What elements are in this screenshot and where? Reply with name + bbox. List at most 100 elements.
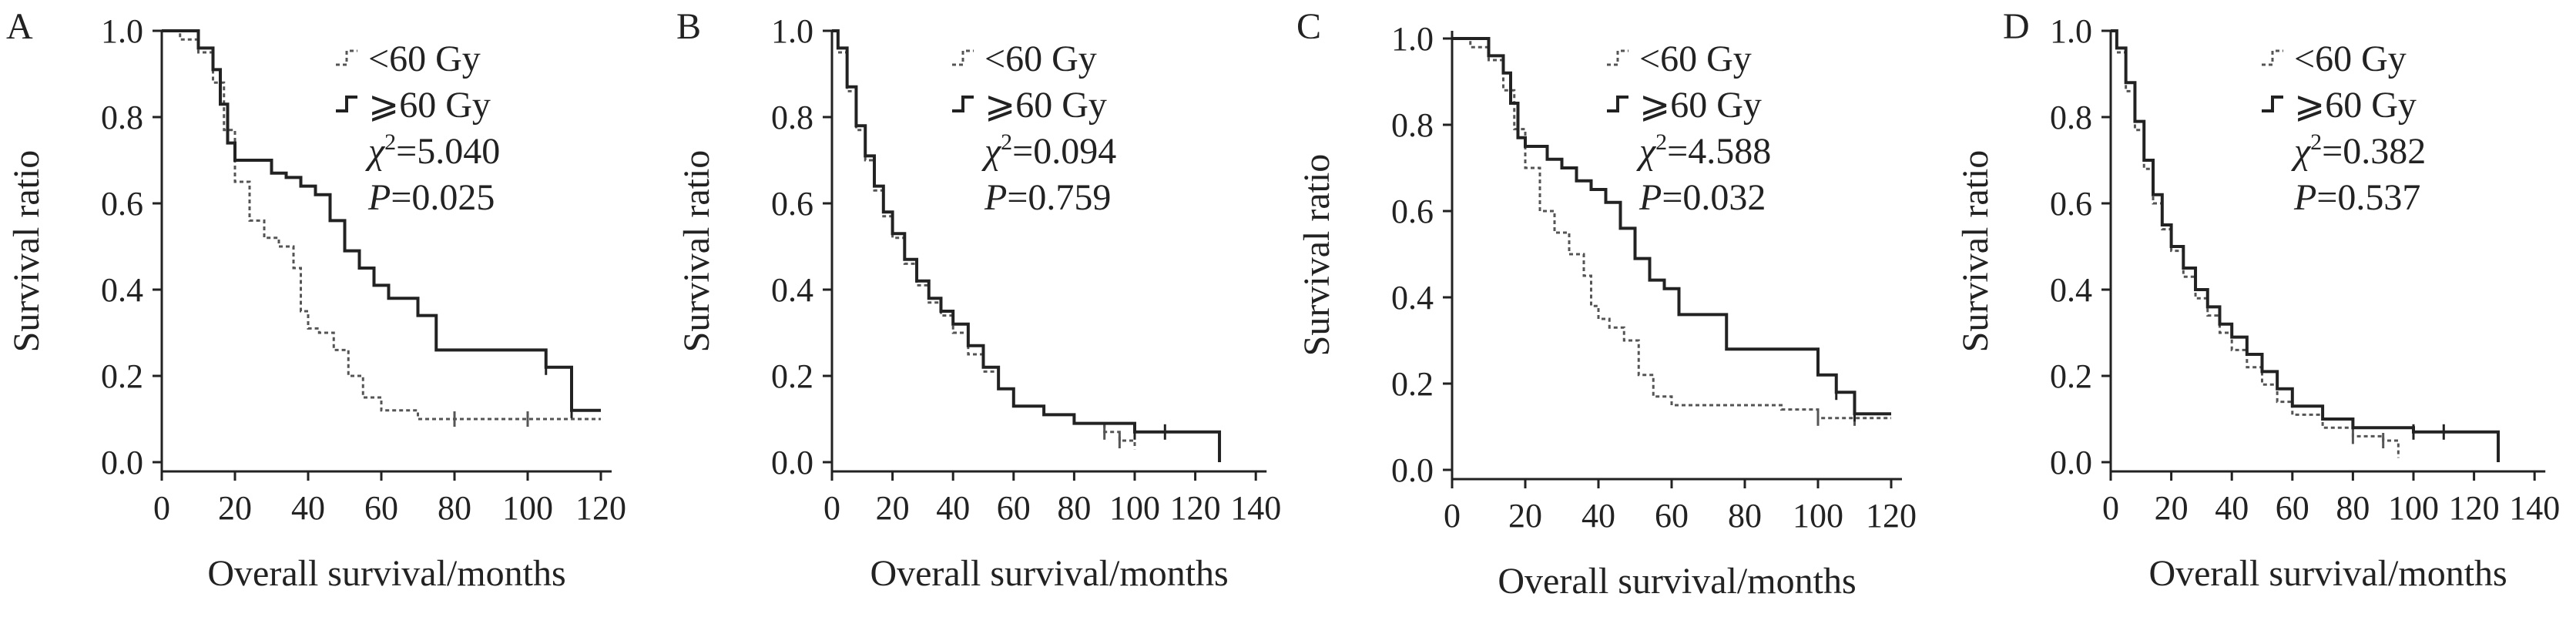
x-tick-label: 80: [1057, 489, 1091, 527]
x-axis-title: Overall survival/months: [1498, 561, 1856, 602]
x-tick-label: 40: [936, 489, 970, 527]
y-tick-label: 0.2: [1391, 365, 1434, 403]
y-tick-label: 0.8: [771, 99, 813, 136]
panel-d: 0.0 0.2 0.4 0.6 0.8 1.0 0 20 40 60 80 100 120 140Over…: [1955, 6, 2560, 594]
y-tick-label: 0.2: [101, 357, 143, 395]
legend-symbol-ge60: [2262, 96, 2283, 112]
legend-label-ge60: ⩾60 Gy: [984, 85, 1107, 126]
x-tick-label: 0: [153, 489, 170, 527]
x-tick-label: 60: [997, 489, 1031, 527]
x-tick-label: 20: [1508, 497, 1542, 535]
y-tick-label: 0.2: [771, 357, 813, 395]
x-tick-label: 120: [1170, 489, 1221, 527]
legend-symbol-lt60: [1607, 49, 1628, 66]
y-tick-label: 0.6: [2050, 185, 2092, 223]
curve-ge60gy: [1452, 37, 1891, 416]
x-tick-label: 120: [575, 489, 626, 527]
x-tick-label: 100: [1793, 497, 1843, 535]
p-symbol: P: [367, 177, 391, 218]
y-tick-label: 1.0: [771, 12, 813, 50]
panel-letter: C: [1296, 6, 1321, 47]
x-tick-label: 140: [2509, 489, 2560, 527]
p-value-stat: P=0.032: [1639, 177, 1766, 218]
p-value: =0.759: [1007, 177, 1111, 218]
chi-superscript: 2: [1001, 129, 1012, 155]
y-tick-label: 0.6: [101, 185, 143, 223]
x-tick-label: 120: [2449, 489, 2500, 527]
chi-superscript: 2: [2310, 129, 2322, 155]
y-tick-label: 0.6: [771, 185, 813, 223]
x-tick-label: 20: [2155, 489, 2189, 527]
x-tick-label: 140: [1230, 489, 1281, 527]
y-tick-label: 0.0: [1391, 451, 1434, 489]
x-tick-label: 100: [502, 489, 553, 527]
p-value-stat: P=0.537: [2293, 177, 2420, 218]
x-tick-label: 0: [2102, 489, 2119, 527]
x-axis-title: Overall survival/months: [870, 553, 1228, 594]
y-tick-label: 1.0: [1391, 20, 1434, 58]
y-tick-label: 0.4: [2050, 271, 2092, 309]
chi-value: =0.094: [1012, 131, 1116, 172]
x-tick-label: 60: [1655, 497, 1689, 535]
chi-square-stat: χ2=4.588: [1636, 129, 1771, 172]
chi-square-stat: χ2=0.094: [981, 129, 1116, 172]
legend-label-ge60: ⩾60 Gy: [2294, 85, 2417, 126]
x-tick-label: 40: [2215, 489, 2249, 527]
curve-ge60gy: [162, 29, 601, 412]
panel-a: 0.0 0.2 0.4 0.6 0.8 1.0 0 20 40 60 80 100 120 Overall…: [6, 6, 626, 594]
y-axis-title: Survival ratio: [1296, 154, 1337, 357]
legend-symbol-ge60: [1607, 96, 1628, 112]
x-tick-label: 100: [2388, 489, 2439, 527]
legend-symbol-lt60: [336, 49, 357, 66]
y-axis-title: Survival ratio: [676, 150, 717, 353]
x-tick-label: 20: [218, 489, 252, 527]
chi-symbol: χ: [2291, 131, 2312, 172]
y-tick-label: 0.4: [771, 271, 813, 309]
x-tick-label: 60: [2276, 489, 2309, 527]
p-symbol: P: [984, 177, 1007, 218]
chi-symbol: χ: [981, 131, 1002, 172]
curve-ge60gy: [832, 29, 1222, 462]
y-axis-title: Survival ratio: [1955, 150, 1996, 353]
y-tick-label: 0.0: [771, 444, 813, 481]
chi-square-stat: χ2=0.382: [2291, 129, 2426, 172]
legend-symbol-lt60: [2262, 49, 2283, 66]
panel-letter: B: [676, 6, 701, 47]
p-value: =0.025: [391, 177, 495, 218]
y-axis-title: Survival ratio: [6, 150, 47, 353]
chi-superscript: 2: [1655, 129, 1667, 155]
p-symbol: P: [1639, 177, 1662, 218]
p-symbol: P: [2293, 177, 2316, 218]
curve-lt60gy: [162, 29, 601, 421]
y-tick-label: 0.8: [1391, 106, 1434, 144]
chi-value: =4.588: [1667, 131, 1771, 172]
chi-square-stat: χ2=5.040: [365, 129, 500, 172]
x-axis-title: Overall survival/months: [207, 553, 565, 594]
x-tick-label: 120: [1866, 497, 1917, 535]
legend-symbol-ge60: [336, 96, 357, 112]
legend-label-ge60: ⩾60 Gy: [1639, 85, 1762, 126]
y-tick-label: 0.4: [101, 271, 143, 309]
chi-symbol: χ: [365, 131, 386, 172]
panel-letter: D: [2003, 6, 2030, 47]
x-tick-label: 80: [2336, 489, 2370, 527]
p-value-stat: P=0.759: [984, 177, 1111, 218]
x-tick-label: 20: [876, 489, 910, 527]
chi-superscript: 2: [384, 129, 396, 155]
p-value-stat: P=0.025: [367, 177, 495, 218]
legend-symbol-lt60: [952, 49, 974, 66]
x-tick-label: 80: [1728, 497, 1762, 535]
x-tick-label: 40: [1581, 497, 1615, 535]
y-tick-label: 1.0: [2050, 12, 2092, 50]
y-tick-label: 0.8: [101, 99, 143, 136]
legend-label-ge60: ⩾60 Gy: [368, 85, 491, 126]
panel-letter: A: [6, 6, 33, 47]
curve-lt60gy: [2111, 29, 2400, 458]
legend-label-lt60: <60 Gy: [2294, 39, 2407, 79]
x-tick-label: 40: [291, 489, 325, 527]
y-tick-label: 0.6: [1391, 193, 1434, 230]
chi-symbol: χ: [1636, 131, 1657, 172]
chi-value: =0.382: [2322, 131, 2426, 172]
